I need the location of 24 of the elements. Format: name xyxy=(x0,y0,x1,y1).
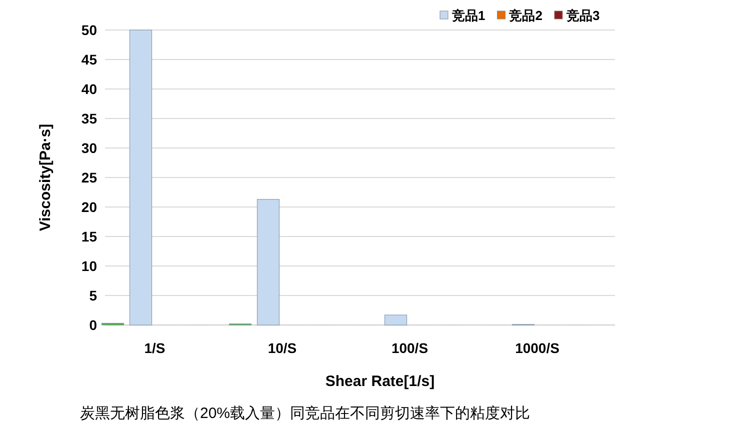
x-axis-title: Shear Rate[1/s] xyxy=(325,373,435,390)
y-tick-label: 0 xyxy=(89,317,98,333)
y-tick-label: 30 xyxy=(81,140,98,156)
text: 炭黑无树脂色浆（20%载入量）同竞品在不同剪切速率下的粘度对比 xyxy=(80,405,530,422)
x-tick-label: 1/S xyxy=(144,340,166,356)
x-tick-label: 100/S xyxy=(391,340,428,356)
legend-label: 竞品2 xyxy=(508,8,542,23)
y-tick-label: 10 xyxy=(81,258,98,274)
y-tick-label: 20 xyxy=(81,199,98,215)
y-tick-label: 5 xyxy=(89,288,98,304)
y-tick-label: 50 xyxy=(81,22,98,38)
y-tick-label: 35 xyxy=(81,110,98,126)
x-tick-label: 10/S xyxy=(268,340,297,356)
legend-label: 竞品3 xyxy=(565,8,600,23)
y-tick-label: 25 xyxy=(81,170,98,186)
y-tick-label: 15 xyxy=(81,228,98,244)
bar xyxy=(129,30,152,326)
y-axis-title: Viscosity[Pa·s] xyxy=(37,124,54,232)
y-tick-label: 45 xyxy=(81,52,98,68)
legend-label: 竞品1 xyxy=(451,8,486,23)
x-tick-label: 1000/S xyxy=(515,340,560,356)
y-tick-label: 40 xyxy=(81,81,98,97)
bar xyxy=(256,199,280,326)
bar xyxy=(384,314,408,326)
